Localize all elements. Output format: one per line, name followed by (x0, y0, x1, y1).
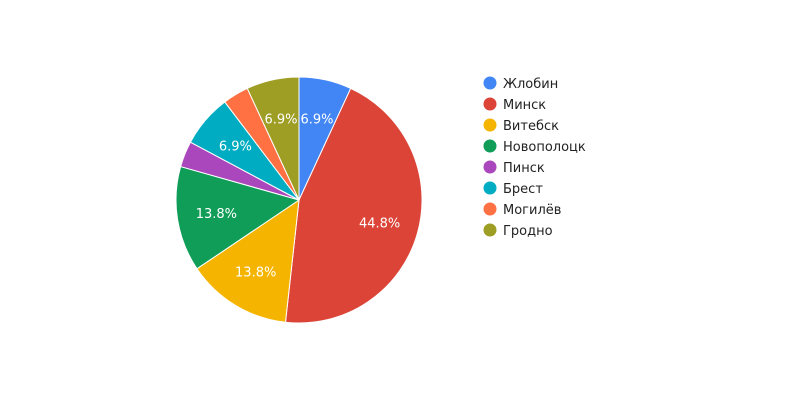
pie-slice-label: 13.8% (196, 207, 237, 222)
pie-slice-label: 13.8% (235, 266, 276, 281)
legend-swatch (483, 160, 497, 174)
legend-swatch (483, 223, 497, 237)
pie-slice[interactable] (246, 76, 300, 201)
pie-slice-label: 6.9% (264, 112, 297, 127)
legend-label[interactable]: Могилёв (503, 203, 561, 218)
legend: Жлобин Минск Витебск Новополоцк Пинск Брест Мо… (483, 76, 586, 239)
legend-label[interactable]: Новополоцк (503, 140, 586, 155)
legend-swatch (483, 118, 497, 132)
legend-label[interactable]: Минск (503, 98, 546, 113)
pie-slice-labels: 6.9%44.8%13.8%13.8%6.9%6.9% (196, 112, 401, 280)
legend-label[interactable]: Брест (503, 182, 543, 197)
legend-label[interactable]: Витебск (503, 119, 559, 134)
legend-swatch (483, 202, 497, 216)
pie-slices (175, 76, 423, 324)
pie-slice-label: 44.8% (359, 217, 400, 232)
pie-slice-label: 6.9% (219, 140, 252, 155)
pie-slice[interactable] (284, 87, 423, 324)
pie-slice[interactable] (196, 198, 300, 323)
legend-swatch (483, 76, 497, 90)
legend-label[interactable]: Пинск (503, 161, 545, 176)
legend-label[interactable]: Гродно (503, 224, 553, 239)
legend-swatch (483, 97, 497, 111)
legend-swatch (483, 139, 497, 153)
pie-slice-label: 6.9% (300, 112, 333, 127)
legend-label[interactable]: Жлобин (503, 77, 558, 92)
pie-slice[interactable] (175, 165, 301, 270)
legend-swatch (483, 181, 497, 195)
